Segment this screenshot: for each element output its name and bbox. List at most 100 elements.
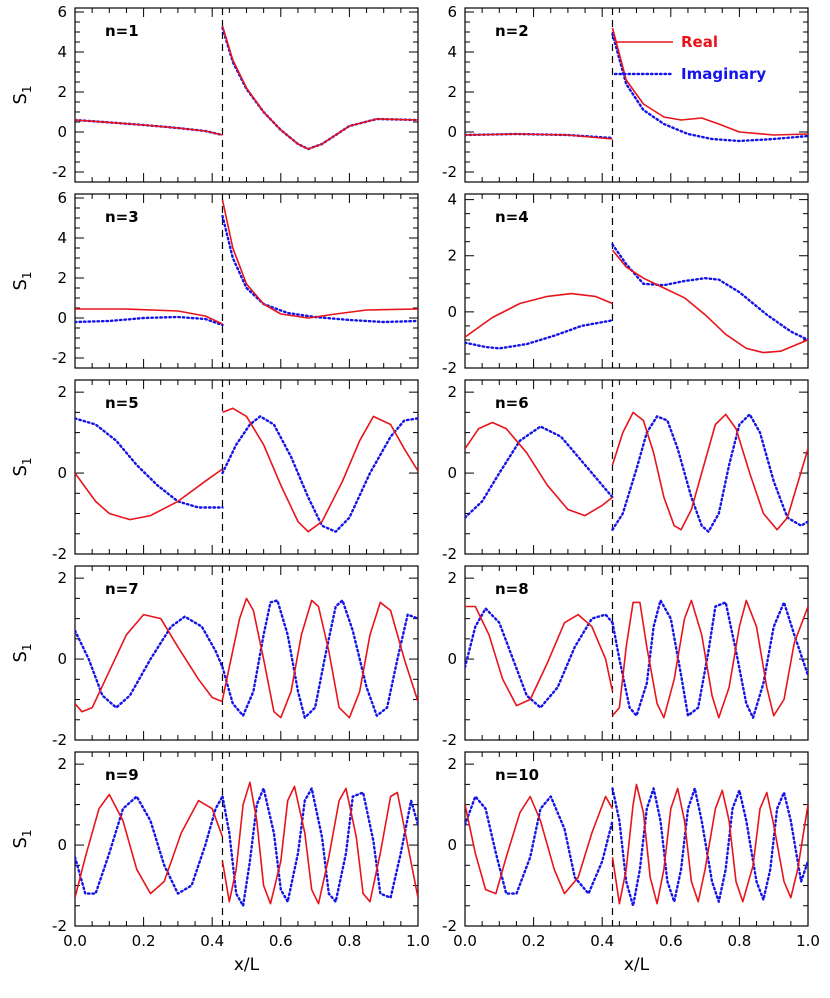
- y-tick-label: 2: [57, 755, 67, 773]
- y-axis-label: S1: [10, 85, 34, 104]
- legend: Real Imaginary: [613, 33, 766, 83]
- y-tick-label: 4: [57, 43, 67, 61]
- panel-n-5: -2 0 2 n=5 S1: [10, 379, 419, 563]
- series-imaginary-right: [611, 32, 808, 143]
- x-tick-label: 0.6: [659, 932, 683, 950]
- y-tick-label: -2: [52, 349, 67, 367]
- panel-n-3: -2 0 2 4 6 n=3 S1: [10, 189, 419, 369]
- y-axis-label: S1: [10, 271, 34, 290]
- x-tick-label: 1.0: [796, 932, 820, 950]
- series-imaginary-right: [221, 787, 418, 907]
- panel-n-6: -2 0 2 n=6: [442, 379, 809, 563]
- x-tick-label: 0.8: [727, 932, 751, 950]
- curves: [75, 597, 418, 719]
- y-tick-label: 0: [447, 836, 457, 854]
- y-tick-label: 0: [57, 464, 67, 482]
- panel-label: n=9: [105, 766, 139, 784]
- curves: [75, 199, 418, 327]
- series-real-left: [75, 119, 223, 136]
- x-tick-label: 0.2: [132, 932, 156, 950]
- panel-label: n=2: [495, 22, 529, 40]
- curves: [465, 27, 808, 143]
- panel-label: n=5: [105, 394, 139, 412]
- y-tick-label: 2: [447, 755, 457, 773]
- series-imaginary-left: [75, 615, 224, 709]
- series-real-left: [465, 795, 614, 895]
- series-real-left: [465, 133, 613, 140]
- panel-label: n=10: [495, 766, 539, 784]
- legend-label-real: Real: [681, 33, 718, 51]
- y-tick-label: 4: [57, 229, 67, 247]
- y-axis-label-subscript: 1: [20, 643, 34, 651]
- series-real-left: [465, 605, 614, 707]
- y-tick-label: 2: [447, 383, 457, 401]
- x-tick-label: 0.4: [200, 932, 224, 950]
- y-tick-label: -2: [52, 917, 67, 935]
- y-tick-label: 4: [447, 43, 457, 61]
- y-tick-label: 2: [447, 247, 457, 265]
- series-real-right: [611, 249, 808, 354]
- series-real-right: [611, 411, 808, 531]
- y-tick-label: 2: [447, 569, 457, 587]
- y-axis-label-subscript: 1: [20, 829, 34, 837]
- x-tick-label: 0.0: [453, 932, 477, 950]
- y-tick-label: 0: [57, 123, 67, 141]
- series-real-left: [75, 468, 223, 521]
- curves: [75, 407, 418, 533]
- series-imaginary-left: [465, 319, 614, 350]
- series-real-right: [222, 407, 418, 533]
- y-tick-label: 6: [57, 189, 67, 207]
- y-tick-label: -2: [442, 917, 457, 935]
- series-imaginary-left: [465, 795, 614, 895]
- x-tick-label: 0.4: [590, 932, 614, 950]
- y-tick-label: -2: [442, 731, 457, 749]
- y-tick-label: 2: [57, 569, 67, 587]
- curves: [465, 411, 808, 533]
- y-axis-label-main: S: [10, 837, 31, 848]
- y-axis-label-main: S: [10, 93, 31, 104]
- series-imaginary-right: [221, 26, 418, 151]
- y-axis-label: S1: [10, 457, 34, 476]
- y-tick-label: 6: [57, 3, 67, 21]
- y-tick-label: 2: [447, 83, 457, 101]
- y-tick-label: 2: [57, 269, 67, 287]
- y-axis-label-main: S: [10, 465, 31, 476]
- y-tick-label: 0: [447, 123, 457, 141]
- panel-n-1: -2 0 2 4 6 n=1 S1: [10, 3, 419, 183]
- series-real-left: [465, 421, 613, 517]
- series-real-right: [221, 25, 418, 150]
- panel-label: n=4: [495, 208, 529, 226]
- y-tick-label: -2: [52, 731, 67, 749]
- series-imaginary-right: [611, 413, 808, 533]
- series-real-right: [611, 783, 808, 905]
- panel-n-8: -2 0 2 n=8: [442, 565, 809, 749]
- x-tick-label: 0.2: [522, 932, 546, 950]
- y-tick-label: 2: [57, 383, 67, 401]
- y-tick-label: -2: [52, 545, 67, 563]
- panel-label: n=3: [105, 208, 139, 226]
- y-axis-label-subscript: 1: [20, 271, 34, 279]
- panel-label: n=8: [495, 580, 529, 598]
- series-imaginary-left: [465, 425, 614, 519]
- series-real-right: [611, 599, 808, 719]
- y-tick-label: 0: [447, 464, 457, 482]
- series-imaginary-right: [611, 787, 808, 907]
- series-imaginary-right: [221, 214, 418, 324]
- panel-n-2: -2 0 2 4 6 n=2 Real Imaginary: [442, 3, 809, 183]
- y-axis-label-subscript: 1: [20, 85, 34, 93]
- curves: [465, 243, 808, 354]
- x-tick-label: 0.6: [269, 932, 293, 950]
- y-axis-label-main: S: [10, 651, 31, 662]
- y-axis-label: S1: [10, 643, 34, 662]
- x-tick-label: 0.0: [63, 932, 87, 950]
- y-axis-label: S1: [10, 829, 34, 848]
- y-tick-label: 0: [57, 836, 67, 854]
- series-real-right: [611, 27, 808, 136]
- series-real-right: [221, 781, 418, 905]
- series-real-left: [465, 292, 613, 338]
- series-imaginary-left: [75, 315, 224, 327]
- y-tick-label: -2: [442, 545, 457, 563]
- curves: [465, 783, 808, 907]
